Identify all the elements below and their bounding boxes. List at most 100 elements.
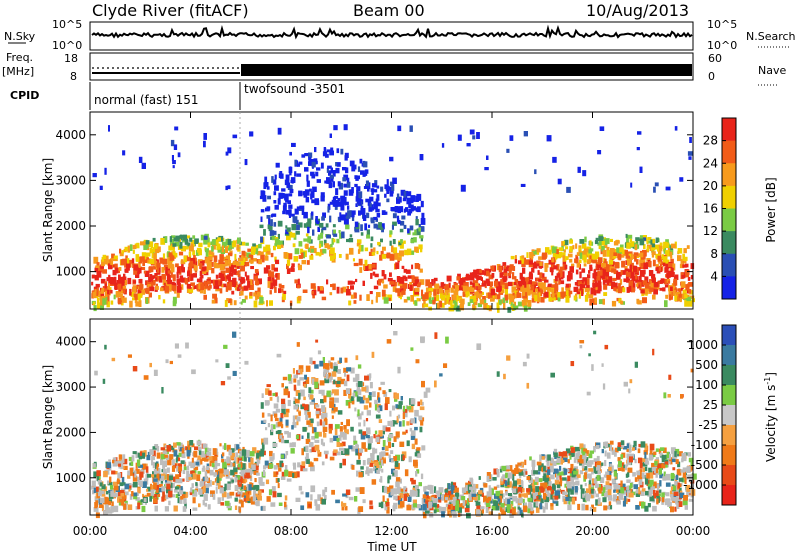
- range-cell: [562, 460, 565, 463]
- range-cell: [304, 404, 309, 410]
- range-cell: [371, 237, 374, 242]
- range-cell: [434, 510, 437, 514]
- range-cell: [569, 266, 574, 273]
- range-cell: [267, 215, 271, 219]
- velocity-scatter: [91, 331, 697, 520]
- range-cell: [222, 462, 227, 469]
- range-cell: [604, 259, 606, 264]
- range-cell: [603, 280, 606, 285]
- range-cell: [265, 208, 270, 212]
- range-cell: [170, 361, 173, 364]
- range-cell: [215, 359, 218, 362]
- range-cell: [96, 284, 100, 288]
- range-cell: [322, 297, 326, 301]
- range-cell: [351, 295, 354, 299]
- range-cell: [445, 497, 448, 500]
- range-cell: [180, 275, 184, 282]
- range-cell: [314, 248, 317, 253]
- range-cell: [386, 427, 391, 431]
- range-cell: [139, 300, 142, 307]
- range-cell: [344, 190, 348, 196]
- range-cell: [310, 194, 312, 200]
- range-cell: [575, 486, 578, 493]
- range-cell: [214, 263, 219, 268]
- range-cell: [470, 281, 473, 285]
- range-cell: [369, 395, 371, 400]
- range-cell: [274, 231, 277, 235]
- range-cell: [133, 250, 135, 254]
- range-cell: [403, 486, 406, 490]
- range-cell: [173, 483, 175, 488]
- range-cell: [122, 457, 124, 464]
- range-cell: [448, 505, 451, 510]
- range-cell: [552, 490, 554, 494]
- range-cell: [319, 361, 323, 367]
- range-cell: [358, 472, 362, 477]
- range-cell: [326, 374, 329, 380]
- range-cell: [233, 371, 237, 376]
- range-cell: [235, 498, 238, 502]
- range-cell: [224, 459, 226, 462]
- noise-right-tick-bottom: 10^0: [707, 39, 737, 52]
- range-cell: [588, 270, 590, 274]
- range-cell: [540, 487, 544, 493]
- range-cell: [360, 159, 363, 164]
- range-cell: [369, 500, 372, 504]
- range-cell: [637, 147, 640, 150]
- range-cell: [413, 460, 418, 467]
- range-cell: [205, 258, 210, 264]
- range-cell: [577, 474, 581, 478]
- range-cell: [584, 249, 589, 253]
- range-cell: [157, 464, 159, 467]
- range-cell: [210, 470, 214, 476]
- range-cell: [387, 179, 389, 186]
- range-cell: [403, 406, 405, 412]
- range-cell: [382, 280, 384, 283]
- range-cell: [287, 432, 291, 438]
- range-cell: [404, 277, 407, 282]
- range-cell: [652, 506, 657, 512]
- range-cell: [682, 453, 687, 460]
- range-cell: [225, 260, 228, 266]
- range-cell: [176, 442, 181, 446]
- range-cell: [349, 189, 354, 196]
- range-cell: [278, 221, 283, 227]
- range-cell: [354, 295, 356, 299]
- range-cell: [642, 488, 646, 491]
- range-cell: [311, 436, 315, 440]
- range-cell: [554, 452, 558, 457]
- range-cell: [415, 288, 420, 292]
- range-cell: [314, 440, 319, 443]
- range-cell: [632, 472, 636, 477]
- range-cell: [404, 299, 408, 303]
- range-cell: [403, 455, 405, 460]
- range-cell: [618, 457, 621, 461]
- range-cell: [597, 271, 599, 277]
- range-cell: [291, 233, 296, 238]
- range-cell: [645, 467, 647, 471]
- range-cell: [245, 257, 248, 261]
- range-cell: [256, 453, 259, 459]
- range-cell: [306, 420, 310, 425]
- range-cell: [151, 456, 155, 460]
- range-cell: [357, 396, 361, 401]
- range-cell: [597, 290, 601, 294]
- range-cell: [254, 301, 258, 308]
- range-cell: [95, 268, 99, 271]
- range-cell: [562, 477, 567, 480]
- range-cell: [665, 474, 670, 481]
- range-cell: [558, 179, 562, 185]
- range-cell: [190, 282, 195, 286]
- range-cell: [626, 479, 630, 483]
- range-cell: [171, 140, 174, 146]
- range-cell: [455, 493, 459, 497]
- range-cell: [630, 379, 633, 383]
- range-cell: [133, 280, 136, 283]
- range-cell: [399, 401, 403, 405]
- range-cell: [92, 275, 95, 279]
- range-cell: [479, 269, 482, 273]
- range-cell: [662, 497, 665, 502]
- range-cell: [251, 464, 256, 470]
- range-cell: [354, 263, 359, 266]
- range-cell: [288, 253, 292, 259]
